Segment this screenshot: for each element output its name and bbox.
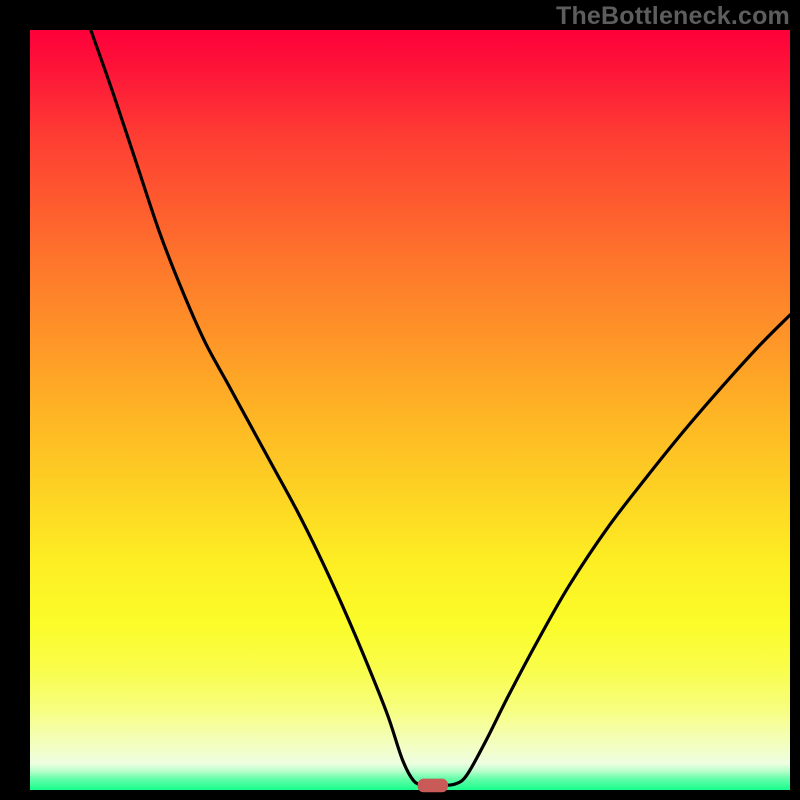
chart-frame: { "watermark": { "text": "TheBottleneck.… [0, 0, 800, 800]
bottleneck-chart [0, 0, 800, 800]
watermark-text: TheBottleneck.com [556, 2, 790, 31]
chart-background [30, 30, 790, 790]
optimum-marker [418, 779, 448, 793]
